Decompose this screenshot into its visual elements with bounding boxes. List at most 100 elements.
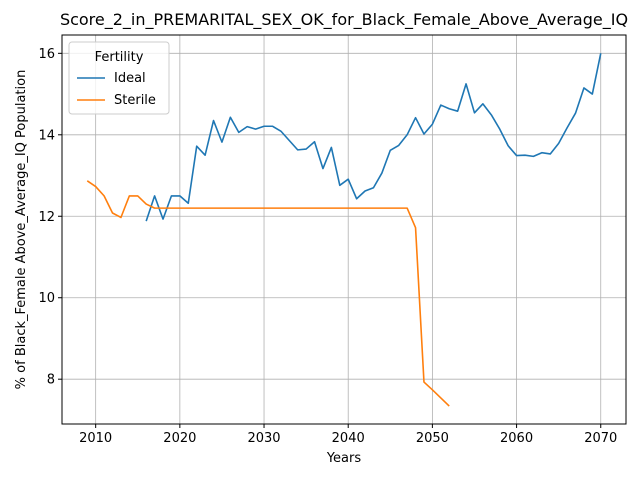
data-point: [120, 216, 122, 218]
data-point: [271, 207, 273, 209]
data-point: [137, 195, 139, 197]
data-point: [213, 207, 215, 209]
data-point: [372, 207, 374, 209]
data-point: [406, 207, 408, 209]
data-point: [196, 207, 198, 209]
data-point: [255, 207, 257, 209]
data-point: [229, 207, 231, 209]
y-tick-label: 8: [47, 373, 55, 388]
y-tick-label: 14: [38, 128, 55, 143]
data-point: [280, 130, 282, 132]
data-point: [339, 207, 341, 209]
data-point: [330, 207, 332, 209]
data-point: [271, 125, 273, 127]
data-point: [330, 146, 332, 148]
data-point: [145, 220, 147, 222]
legend: Fertility Ideal Sterile: [68, 41, 170, 115]
data-point: [448, 405, 450, 407]
data-point: [322, 207, 324, 209]
x-axis-title: Years: [326, 451, 362, 466]
data-point: [170, 195, 172, 197]
data-point: [187, 202, 189, 204]
plot-frame: [61, 34, 627, 425]
data-point: [364, 190, 366, 192]
data-point: [204, 154, 206, 156]
data-point: [263, 207, 265, 209]
data-point: [364, 207, 366, 209]
legend-label-ideal: Ideal: [114, 71, 146, 86]
data-point: [288, 139, 290, 141]
data-point: [490, 114, 492, 116]
data-point: [246, 126, 248, 128]
axis-ticks: 2010 2020 2030 2040 2050 2060 2070 8 10 12 14 16: [38, 47, 617, 446]
legend-title: Fertility: [95, 50, 144, 65]
data-point: [499, 128, 501, 130]
y-tick-label: 12: [38, 210, 55, 225]
data-point: [347, 207, 349, 209]
x-tick-label: 2060: [500, 431, 533, 446]
data-point: [128, 195, 130, 197]
data-point: [95, 186, 97, 188]
data-point: [229, 116, 231, 118]
y-tick-label: 10: [38, 291, 55, 306]
data-point: [162, 218, 164, 220]
data-point: [288, 207, 290, 209]
data-point: [297, 207, 299, 209]
data-point: [457, 110, 459, 112]
data-point: [440, 104, 442, 106]
data-point: [549, 153, 551, 155]
data-point: [473, 112, 475, 114]
data-point: [516, 155, 518, 157]
series-line-ideal: [145, 53, 602, 222]
data-point: [238, 131, 240, 133]
data-point: [406, 134, 408, 136]
data-point: [154, 195, 156, 197]
data-point: [339, 184, 341, 186]
data-point: [263, 125, 265, 127]
chart-title: Score_2_in_PREMARITAL_SEX_OK_for_Black_F…: [60, 10, 628, 30]
data-point: [297, 149, 299, 151]
data-point: [356, 198, 358, 200]
x-tick-label: 2020: [163, 431, 196, 446]
data-point: [280, 207, 282, 209]
legend-box: [68, 41, 170, 115]
data-point: [314, 207, 316, 209]
data-point: [179, 195, 181, 197]
series-line-sterile: [86, 180, 450, 407]
series-ideal: [145, 52, 602, 222]
data-point: [213, 120, 215, 122]
legend-label-sterile: Sterile: [114, 93, 156, 108]
y-tick-label: 16: [38, 47, 55, 62]
x-tick-label: 2010: [79, 431, 112, 446]
data-point: [600, 52, 602, 54]
data-point: [583, 87, 585, 89]
data-point: [162, 207, 164, 209]
data-point: [423, 381, 425, 383]
data-point: [112, 212, 114, 214]
data-point: [482, 103, 484, 105]
data-point: [246, 207, 248, 209]
data-point: [423, 133, 425, 135]
data-point: [440, 397, 442, 399]
data-point: [465, 83, 467, 85]
data-point: [431, 389, 433, 391]
x-tick-label: 2040: [332, 431, 365, 446]
data-point: [187, 207, 189, 209]
data-point: [389, 149, 391, 151]
data-point: [591, 93, 593, 95]
data-point: [103, 195, 105, 197]
grid-lines: [62, 35, 626, 424]
data-point: [398, 207, 400, 209]
data-point: [196, 145, 198, 147]
data-point: [372, 187, 374, 189]
data-point: [532, 155, 534, 157]
data-point: [238, 207, 240, 209]
data-point: [145, 203, 147, 205]
data-point: [255, 128, 257, 130]
data-point: [314, 141, 316, 143]
data-point: [154, 207, 156, 209]
data-point: [389, 207, 391, 209]
data-point: [221, 207, 223, 209]
series-layer: [86, 52, 602, 407]
